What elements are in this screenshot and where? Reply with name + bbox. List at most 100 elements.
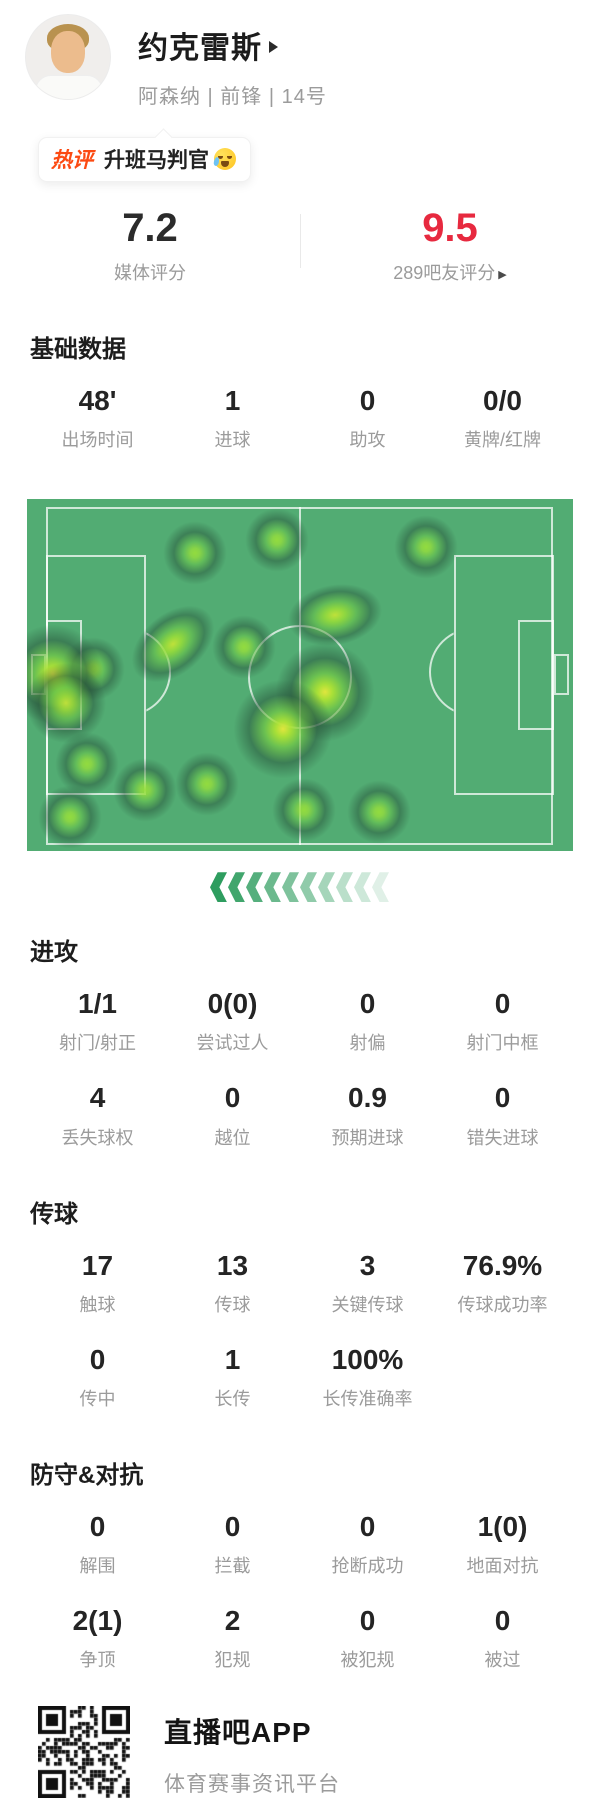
stat-label: 助攻 [349, 430, 386, 451]
stat-value: 0 [359, 1605, 376, 1637]
stat-cell: 0.9 预期进球 [300, 1082, 435, 1149]
stat-cell: 0 被犯规 [300, 1605, 435, 1672]
stat-label: 地面对抗 [466, 1556, 539, 1577]
crying-emoji-icon [213, 148, 236, 170]
stat-label: 传中 [79, 1388, 116, 1409]
stat-section: 传球 17 触球 13 传球 3 关键传球 76.9% 传球成功率 0 传中 1 长传 100% 长传准确率 [30, 1194, 570, 1411]
player-avatar[interactable] [25, 14, 111, 100]
stat-value: 2(1) [72, 1605, 123, 1637]
chevron-left-icon [354, 872, 371, 903]
section-title: 防守&对抗 [30, 1461, 144, 1489]
stat-value: 0 [359, 385, 376, 416]
stat-value: 0 [224, 1082, 241, 1114]
pitch-left-goal-box [46, 620, 82, 731]
stat-cell: 0 传中 [30, 1344, 165, 1411]
stat-label: 出场时间 [61, 430, 134, 451]
attack-direction-chevrons [0, 872, 600, 903]
stat-value: 48' [78, 385, 117, 416]
pitch-right-goal [554, 654, 569, 696]
stat-row: 2(1) 争顶 2 犯规 0 被犯规 0 被过 [30, 1605, 570, 1672]
stat-cell: 0 射门中框 [435, 988, 570, 1055]
stat-value: 0 [359, 988, 376, 1020]
stat-label: 关键传球 [331, 1294, 404, 1315]
chevron-left-icon [300, 872, 317, 903]
header: 约克雷斯 阿森纳 | 前锋 | 14号 [0, 0, 600, 109]
stat-cell: 2(1) 争顶 [30, 1605, 165, 1672]
hot-comment-badge[interactable]: 热评 升班马判官 [38, 137, 251, 182]
stat-cell: 2 犯规 [165, 1605, 300, 1672]
stat-cell: 0 解围 [30, 1511, 165, 1578]
stat-cell: 1(0) 地面对抗 [435, 1511, 570, 1578]
stat-value: 1 [224, 385, 241, 416]
media-rating-value: 7.2 [122, 206, 178, 250]
position-heatmap [27, 499, 573, 852]
stat-label: 射门/射正 [58, 1033, 136, 1054]
stat-label: 射偏 [349, 1033, 386, 1054]
header-text: 约克雷斯 阿森纳 | 前锋 | 14号 [138, 14, 327, 109]
player-name[interactable]: 约克雷斯 [138, 23, 327, 67]
stat-value: 0 [224, 1510, 241, 1542]
stat-row: 48' 出场时间 1 进球 0 助攻 0/0 黄牌/红牌 [30, 385, 570, 452]
stat-label: 越位 [214, 1127, 251, 1148]
stat-label: 射门中框 [466, 1033, 539, 1054]
stat-cell: 0(0) 尝试过人 [165, 988, 300, 1055]
stat-cell: 0 射偏 [300, 988, 435, 1055]
stat-value: 0 [359, 1510, 376, 1542]
fan-rating-label: 289吧友评分 ▶ [393, 263, 507, 283]
stat-value: 3 [359, 1249, 376, 1281]
media-rating-label: 媒体评分 [114, 263, 186, 283]
avatar-face [51, 31, 85, 73]
stat-cell: 48' 出场时间 [30, 385, 165, 452]
stat-label: 丢失球权 [61, 1127, 134, 1148]
chevron-left-icon [282, 872, 299, 903]
stat-cell: 0 助攻 [300, 385, 435, 452]
stat-cell: 0 错失进球 [435, 1082, 570, 1149]
hot-tag-label: 热评 [51, 149, 93, 172]
stat-value: 17 [81, 1249, 114, 1281]
chevron-left-icon [246, 872, 263, 903]
chevron-left-icon [228, 872, 245, 903]
stat-cell: 4 丢失球权 [30, 1082, 165, 1149]
stat-label: 长传准确率 [322, 1388, 413, 1409]
stat-cell: 3 关键传球 [300, 1250, 435, 1317]
stat-label: 解围 [79, 1556, 116, 1577]
stat-row: 17 触球 13 传球 3 关键传球 76.9% 传球成功率 [30, 1250, 570, 1317]
stat-label: 争顶 [79, 1650, 116, 1671]
stat-row: 0 解围 0 拦截 0 抢断成功 1(0) 地面对抗 [30, 1511, 570, 1578]
app-tagline: 体育赛事资讯平台 [164, 1773, 340, 1797]
fan-rating[interactable]: 9.5 289吧友评分 ▶ [300, 208, 600, 285]
stat-label: 被过 [484, 1650, 521, 1671]
stat-section: 进攻 1/1 射门/射正 0(0) 尝试过人 0 射偏 0 射门中框 4 丢失球权 0 越位 0.9 预期进… [30, 932, 570, 1149]
stat-value: 0/0 [483, 385, 522, 416]
fan-rating-arrow-icon: ▶ [498, 269, 507, 281]
stat-label: 传球成功率 [457, 1294, 548, 1315]
footer-text: 直播吧APP 体育赛事资讯平台 [164, 1706, 340, 1798]
stat-value: 2 [224, 1605, 241, 1637]
team-position-number: 阿森纳 | 前锋 | 14号 [138, 86, 327, 108]
stat-cell: 13 传球 [165, 1250, 300, 1317]
app-name: 直播吧APP [164, 1717, 312, 1749]
stat-label: 拦截 [214, 1556, 251, 1577]
stat-cell: 0 被过 [435, 1605, 570, 1672]
ratings-divider [300, 214, 301, 268]
stat-label: 长传 [214, 1388, 251, 1409]
stat-cell: 0 拦截 [165, 1511, 300, 1578]
pitch-center-circle [248, 625, 352, 730]
stat-value: 1 [224, 1343, 241, 1375]
stat-value: 1(0) [477, 1510, 528, 1542]
stat-section: 基础数据 48' 出场时间 1 进球 0 助攻 0/0 黄牌/红牌 [30, 329, 570, 452]
qr-code [38, 1706, 130, 1798]
chevron-left-icon [264, 872, 281, 903]
stat-cell: 0 抢断成功 [300, 1511, 435, 1578]
player-name-label: 约克雷斯 [138, 32, 262, 65]
stat-cell: 1 长传 [165, 1344, 300, 1411]
stat-cell: 1/1 射门/射正 [30, 988, 165, 1055]
stat-value: 76.9% [462, 1249, 543, 1281]
hot-comment-text: 升班马判官 [104, 149, 209, 172]
stat-cell: 1 进球 [165, 385, 300, 452]
stat-label: 黄牌/红牌 [463, 430, 541, 451]
stat-label: 错失进球 [466, 1127, 539, 1148]
section-title: 传球 [30, 1200, 78, 1228]
pitch-right-goal-box [518, 620, 554, 731]
